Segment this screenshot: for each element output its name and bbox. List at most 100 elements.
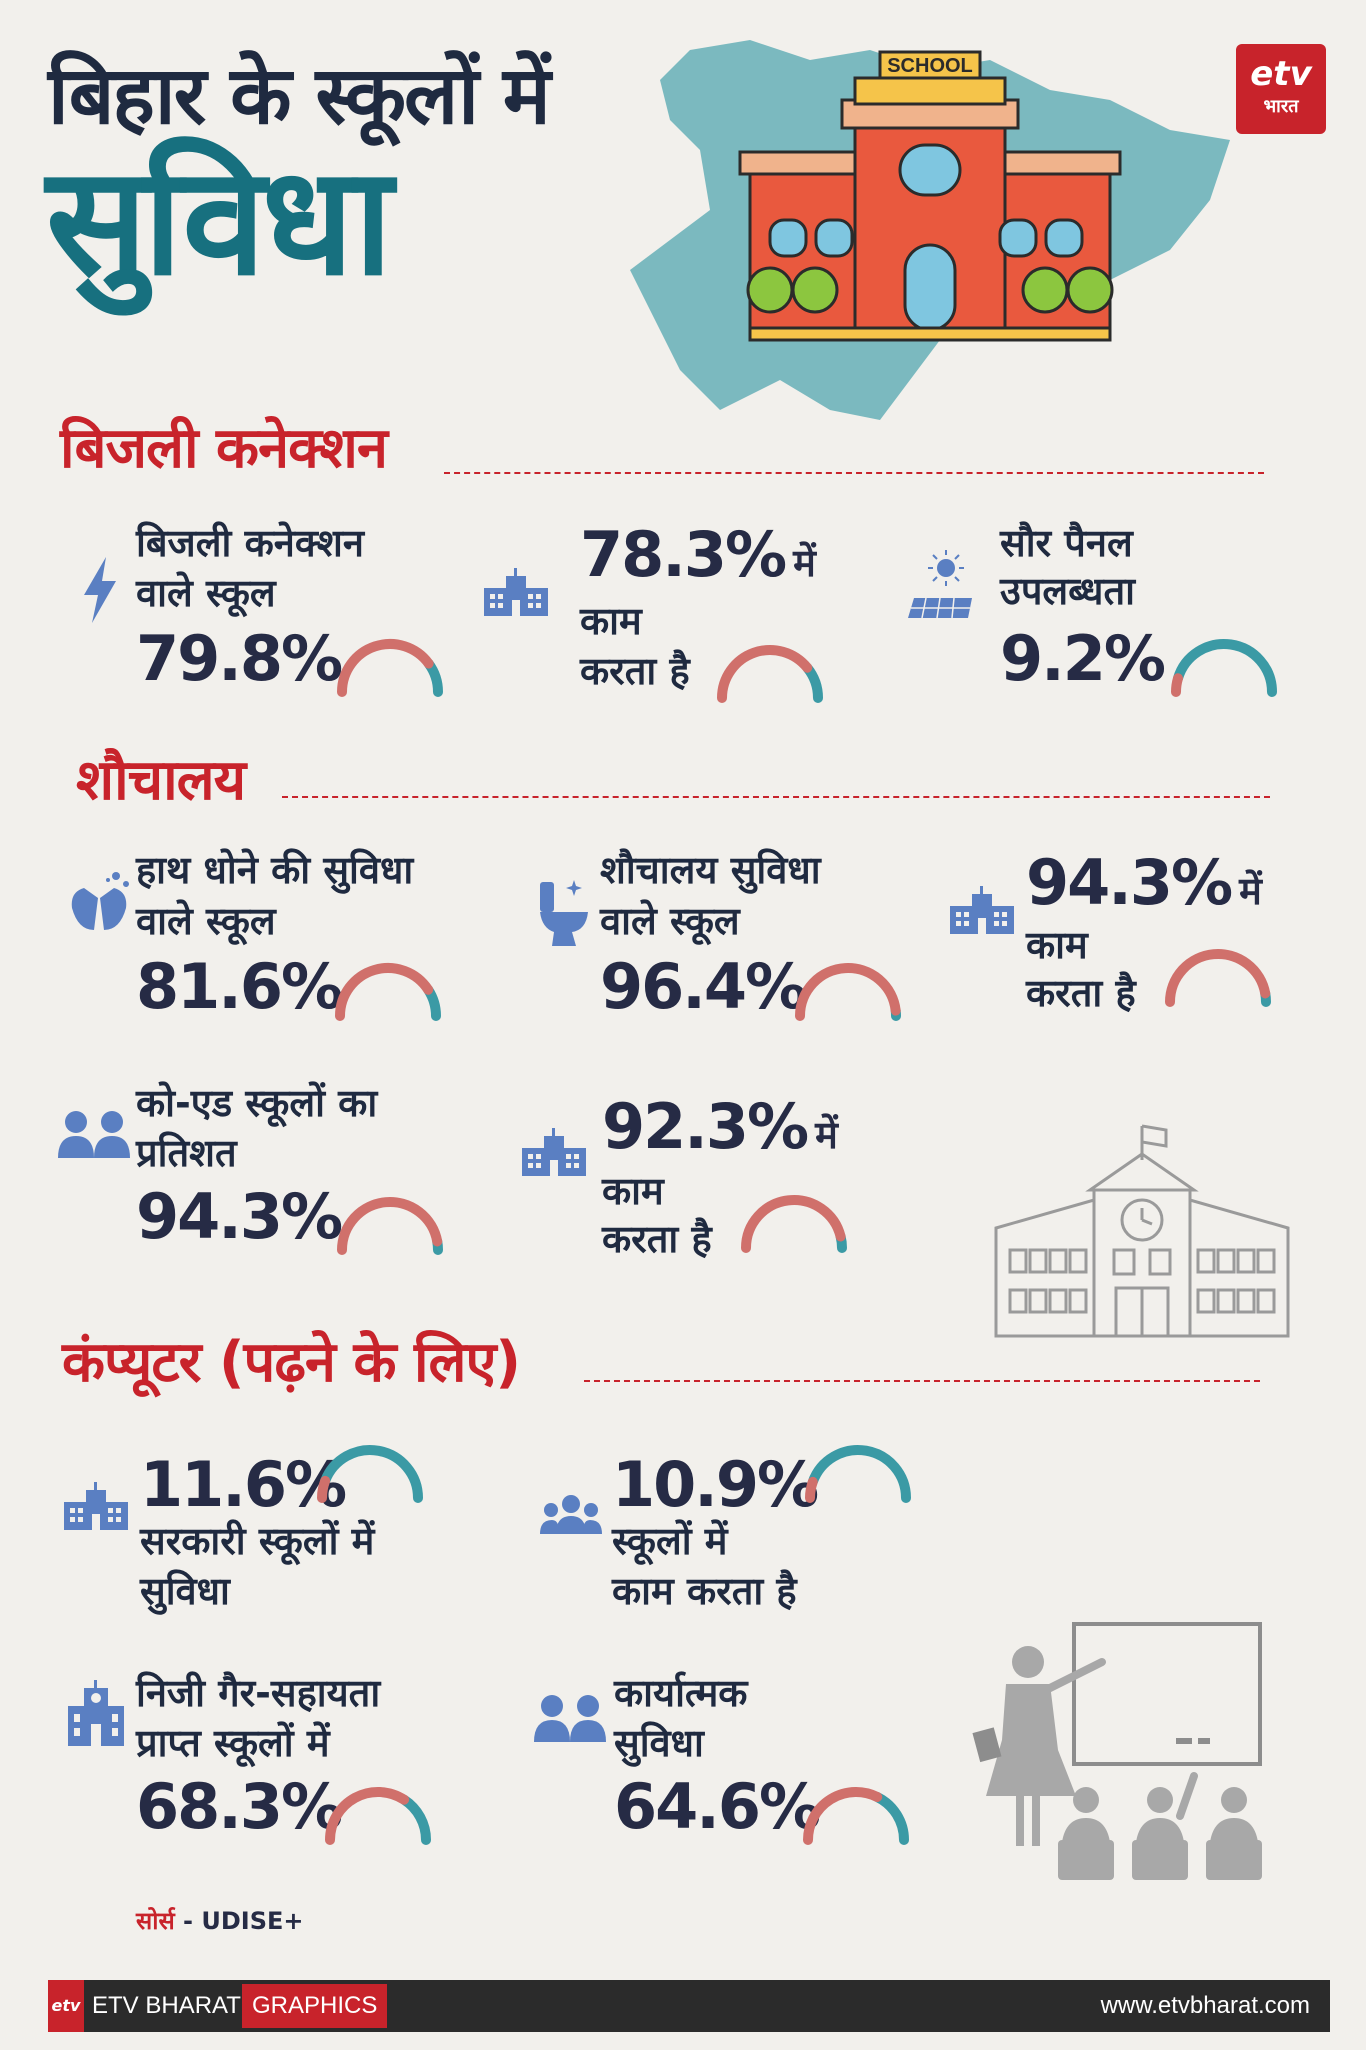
source-label: सोर्स bbox=[136, 1907, 175, 1935]
computer-c1-value: 11.6% bbox=[140, 1448, 347, 1521]
section-divider bbox=[282, 796, 1270, 798]
gauge-filled-arc bbox=[805, 1476, 818, 1503]
toilet-c1-gauge bbox=[335, 963, 441, 1021]
electricity-c3-label2: उपलब्धता bbox=[1000, 569, 1135, 613]
computer-c3-label2: प्राप्त स्कूलों में bbox=[136, 1721, 330, 1765]
school-building-icon bbox=[64, 1482, 128, 1530]
school-outline-illustration bbox=[994, 1124, 1290, 1338]
computer-c3-value: 68.3% bbox=[136, 1770, 343, 1843]
computer-c1-label1: सरकारी स्कूलों में bbox=[140, 1519, 375, 1563]
toilet-c2-label2: वाले स्कूल bbox=[600, 899, 740, 943]
lightning-icon bbox=[84, 557, 116, 623]
toilet-c3-label1: काम bbox=[1026, 923, 1088, 967]
toilet-c5-value: 92.3% bbox=[602, 1090, 809, 1163]
gauge-filled-arc bbox=[741, 1195, 846, 1253]
electricity-c3-value: 9.2% bbox=[1000, 622, 1166, 695]
source-text: - UDISE+ bbox=[183, 1907, 304, 1935]
gauge-filled-arc bbox=[335, 963, 434, 1021]
gauge-remaining-arc bbox=[807, 1445, 911, 1503]
footer-graphics-tag: GRAPHICS bbox=[242, 1984, 388, 2028]
electricity-c2-gauge bbox=[717, 645, 823, 703]
electricity-c2-value: 78.3% bbox=[580, 518, 787, 591]
gauge-remaining-arc bbox=[1172, 639, 1277, 697]
gauge-filled-arc bbox=[337, 1197, 443, 1255]
footer-logo: etv bbox=[48, 1980, 84, 2032]
toilet-c4-label1: को-एड स्कूलों का bbox=[136, 1081, 378, 1125]
computer-c2-gauge bbox=[805, 1445, 911, 1503]
section-divider bbox=[584, 1380, 1260, 1382]
school-building-icon bbox=[484, 568, 548, 616]
school-building-icon bbox=[522, 1128, 586, 1176]
computer-c3-gauge bbox=[325, 1787, 431, 1845]
gauge-remaining-arc bbox=[872, 1791, 909, 1845]
section-title-computer: कंप्यूटर (पढ़ने के लिए) bbox=[62, 1330, 521, 1395]
toilet-c5-label1: काम bbox=[602, 1169, 664, 1213]
toilet-icon bbox=[540, 880, 588, 946]
electricity-c1-label1: बिजली कनेक्शन bbox=[136, 521, 364, 565]
electricity-c2-label1: काम bbox=[580, 599, 642, 643]
gauge-filled-arc bbox=[795, 963, 901, 1021]
computer-c2-value: 10.9% bbox=[612, 1448, 819, 1521]
gauge-remaining-arc bbox=[399, 1794, 431, 1845]
footer-brand: ETV BHARAT bbox=[92, 1992, 241, 2019]
etv-bharat-logo: etv भारत bbox=[1236, 44, 1326, 134]
toilet-c3-label2: करता है bbox=[1026, 971, 1136, 1015]
electricity-c1-value: 79.8% bbox=[136, 622, 343, 695]
logo-top: etv bbox=[1250, 54, 1312, 94]
toilet-c4-gauge bbox=[337, 1197, 443, 1255]
electricity-c1-gauge bbox=[337, 639, 443, 697]
toilet-c2-value: 96.4% bbox=[600, 950, 807, 1023]
computer-c3-label1: निजी गैर-सहायता bbox=[136, 1671, 381, 1715]
footer-url[interactable]: www.etvbharat.com bbox=[1100, 1992, 1310, 2019]
gauge-filled-arc bbox=[325, 1787, 410, 1845]
title-line-2: सुविधा bbox=[46, 135, 393, 309]
electricity-c2-value-line: 78.3% में bbox=[580, 518, 816, 591]
school-building-icon bbox=[950, 886, 1014, 934]
school-sign: SCHOOL bbox=[887, 55, 973, 77]
gauge-filled-arc bbox=[717, 645, 813, 703]
toilet-c5-label2: करता है bbox=[602, 1217, 712, 1261]
computer-c2-label2: काम करता है bbox=[612, 1569, 797, 1613]
students-icon bbox=[58, 1111, 130, 1158]
toilet-c1-label1: हाथ धोने की सुविधा bbox=[136, 848, 414, 892]
computer-c2-label1: स्कूलों में bbox=[612, 1519, 728, 1563]
group-users-icon bbox=[540, 1495, 602, 1534]
section-title-electricity: बिजली कनेक्शन bbox=[60, 416, 388, 481]
gauge-filled-arc bbox=[1165, 949, 1271, 1007]
toilet-c3-gauge bbox=[1165, 949, 1271, 1007]
gauge-filled-arc bbox=[1171, 673, 1183, 697]
solar-panel-icon bbox=[908, 550, 972, 619]
bihar-map-school-illustration: SCHOOL bbox=[630, 40, 1230, 420]
computer-c4-label1: कार्यात्मक bbox=[614, 1671, 748, 1715]
gauge-filled-arc bbox=[337, 639, 434, 697]
toilet-c1-value: 81.6% bbox=[136, 950, 343, 1023]
gauge-filled-arc bbox=[803, 1787, 883, 1845]
toilet-c1-label2: वाले स्कूल bbox=[136, 899, 276, 943]
gauge-remaining-arc bbox=[320, 1445, 423, 1503]
logo-bottom: भारत bbox=[1263, 96, 1299, 117]
toilet-c3-suffix: में bbox=[1239, 869, 1262, 913]
toilet-c5-suffix: में bbox=[815, 1113, 838, 1157]
hand-washing-icon bbox=[71, 872, 129, 930]
toilet-c4-value: 94.3% bbox=[136, 1180, 343, 1253]
school-building: SCHOOL bbox=[738, 50, 1122, 342]
toilet-c5-value-line: 92.3% में bbox=[602, 1090, 838, 1163]
classroom-illustration bbox=[972, 1622, 1262, 1880]
electricity-c3-label1: सौर पैनल bbox=[1000, 521, 1133, 565]
computer-c4-value: 64.6% bbox=[614, 1770, 821, 1843]
title-line-1: बिहार के स्कूलों में bbox=[48, 49, 551, 142]
toilet-c3-value-line: 94.3% में bbox=[1026, 846, 1262, 919]
section-divider bbox=[444, 472, 1264, 474]
school-tower-icon bbox=[68, 1680, 124, 1746]
computer-c1-label2: सुविधा bbox=[140, 1569, 230, 1613]
students-icon bbox=[534, 1695, 606, 1742]
section-title-toilet: शौचालय bbox=[76, 748, 246, 813]
gauge-filled-arc bbox=[317, 1475, 331, 1503]
toilet-c5-gauge bbox=[741, 1195, 847, 1253]
source-note: सोर्स - UDISE+ bbox=[136, 1904, 303, 1937]
toilet-c2-gauge bbox=[795, 963, 901, 1021]
toilet-c3-value: 94.3% bbox=[1026, 846, 1233, 919]
electricity-c3-gauge bbox=[1171, 639, 1277, 697]
toilet-c2-label1: शौचालय सुविधा bbox=[600, 848, 821, 892]
electricity-c1-label2: वाले स्कूल bbox=[136, 571, 276, 615]
